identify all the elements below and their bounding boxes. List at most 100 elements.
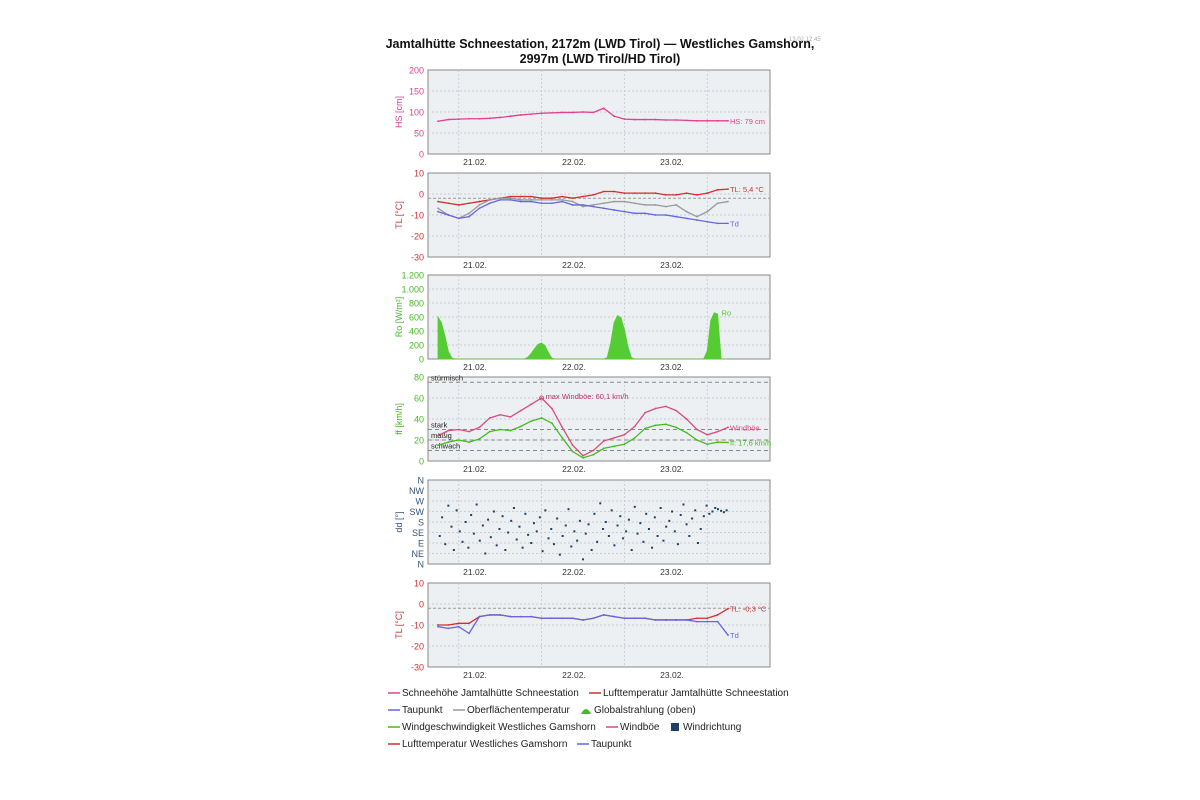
data-point bbox=[468, 117, 470, 120]
data-point bbox=[540, 417, 543, 419]
series-end-label: TL: -0,3 °C bbox=[730, 605, 767, 614]
data-point bbox=[457, 622, 460, 625]
data-point bbox=[592, 449, 595, 452]
legend-item[interactable]: Lufttemperatur Westliches Gamshorn bbox=[388, 739, 567, 750]
data-point bbox=[623, 192, 626, 195]
data-point bbox=[571, 444, 574, 447]
scatter-point bbox=[619, 515, 622, 518]
scatter-point bbox=[530, 542, 533, 544]
y-tick-label: 0 bbox=[419, 457, 424, 467]
scatter-point bbox=[518, 525, 521, 528]
reference-line-label: stark bbox=[431, 421, 448, 430]
scatter-point bbox=[556, 517, 559, 520]
legend-item[interactable]: Oberflächentemperatur bbox=[453, 705, 570, 716]
scatter-point bbox=[651, 546, 654, 549]
data-point bbox=[551, 197, 553, 200]
scatter-point bbox=[487, 518, 490, 521]
data-point bbox=[530, 403, 533, 406]
data-point bbox=[706, 433, 709, 436]
scatter-point bbox=[484, 552, 487, 555]
data-point bbox=[457, 439, 460, 441]
data-point bbox=[644, 411, 647, 414]
data-point bbox=[478, 117, 481, 120]
data-point bbox=[561, 617, 564, 620]
x-tick-label: 21.02. bbox=[463, 670, 487, 680]
scatter-point bbox=[656, 535, 659, 537]
y-tick-label: -30 bbox=[411, 663, 424, 673]
data-point bbox=[602, 190, 605, 193]
data-point bbox=[551, 407, 553, 410]
legend-item[interactable]: Schneehöhe Jamtalhütte Schneestation bbox=[388, 688, 579, 699]
plot-background bbox=[427, 582, 771, 668]
data-point bbox=[592, 205, 595, 208]
data-point bbox=[623, 210, 626, 213]
legend-swatch-square bbox=[671, 723, 679, 732]
data-point bbox=[478, 615, 481, 618]
data-point bbox=[727, 119, 729, 122]
scatter-point bbox=[665, 525, 668, 528]
y-tick-label: 0 bbox=[419, 355, 424, 365]
scatter-point bbox=[524, 512, 527, 515]
data-point bbox=[675, 409, 678, 412]
data-point bbox=[447, 624, 450, 626]
data-point bbox=[592, 617, 595, 620]
scatter-point bbox=[561, 535, 564, 537]
scatter-point bbox=[714, 507, 717, 509]
legend-item[interactable]: Lufttemperatur Jamtalhütte Schneestation bbox=[589, 688, 789, 699]
scatter-point bbox=[613, 544, 616, 547]
x-tick-label: 22.02. bbox=[562, 362, 586, 372]
data-point bbox=[437, 444, 439, 447]
data-point bbox=[675, 426, 678, 429]
data-point bbox=[623, 617, 626, 620]
data-point bbox=[654, 619, 657, 621]
data-point bbox=[457, 428, 460, 431]
data-point bbox=[602, 207, 605, 210]
data-point bbox=[716, 430, 719, 433]
series-end-label: HS: 79 cm bbox=[730, 117, 765, 126]
data-point bbox=[633, 617, 636, 620]
data-point bbox=[654, 204, 657, 206]
reference-line-label: stürmisch bbox=[431, 373, 463, 382]
scatter-point bbox=[527, 533, 530, 536]
scatter-point bbox=[510, 519, 513, 522]
data-point bbox=[519, 114, 522, 116]
y-tick-label: SE bbox=[412, 528, 424, 538]
legend-item[interactable]: Windböe bbox=[606, 722, 659, 733]
data-point bbox=[499, 428, 502, 431]
y-tick-label: 100 bbox=[409, 108, 424, 118]
data-point bbox=[706, 620, 709, 623]
data-point bbox=[675, 215, 678, 218]
scatter-point bbox=[467, 546, 470, 549]
y-tick-label: -30 bbox=[411, 253, 424, 263]
legend-item[interactable]: Taupunkt bbox=[388, 705, 443, 716]
legend-item[interactable]: Windrichtung bbox=[669, 722, 741, 733]
scatter-point bbox=[708, 512, 711, 515]
data-point bbox=[644, 427, 647, 430]
data-point bbox=[633, 425, 636, 428]
data-point bbox=[623, 433, 626, 436]
legend-item[interactable]: Globalstrahlung (oben) bbox=[580, 705, 696, 716]
legend-item[interactable]: Taupunkt bbox=[577, 739, 632, 750]
data-point bbox=[571, 111, 574, 114]
data-point bbox=[675, 193, 678, 196]
legend-item[interactable]: Windgeschwindigkeit Westliches Gamshorn bbox=[388, 722, 596, 733]
data-point bbox=[706, 617, 709, 620]
data-point bbox=[613, 190, 615, 193]
data-point bbox=[623, 118, 626, 121]
legend-label: Windböe bbox=[620, 722, 660, 733]
data-point bbox=[664, 619, 667, 621]
data-point bbox=[582, 111, 584, 113]
reference-line-label: schwach bbox=[431, 442, 460, 451]
data-point bbox=[716, 620, 719, 623]
data-point bbox=[530, 420, 533, 422]
data-point bbox=[644, 212, 647, 215]
y-tick-label: 10 bbox=[414, 169, 424, 179]
scatter-point bbox=[489, 536, 492, 539]
data-point bbox=[468, 202, 470, 205]
legend-label: Oberflächentemperatur bbox=[467, 705, 570, 716]
data-point bbox=[499, 413, 502, 416]
legend-swatch bbox=[388, 709, 400, 712]
scatter-point bbox=[452, 549, 455, 551]
data-point bbox=[706, 192, 709, 195]
data-point bbox=[685, 119, 688, 122]
